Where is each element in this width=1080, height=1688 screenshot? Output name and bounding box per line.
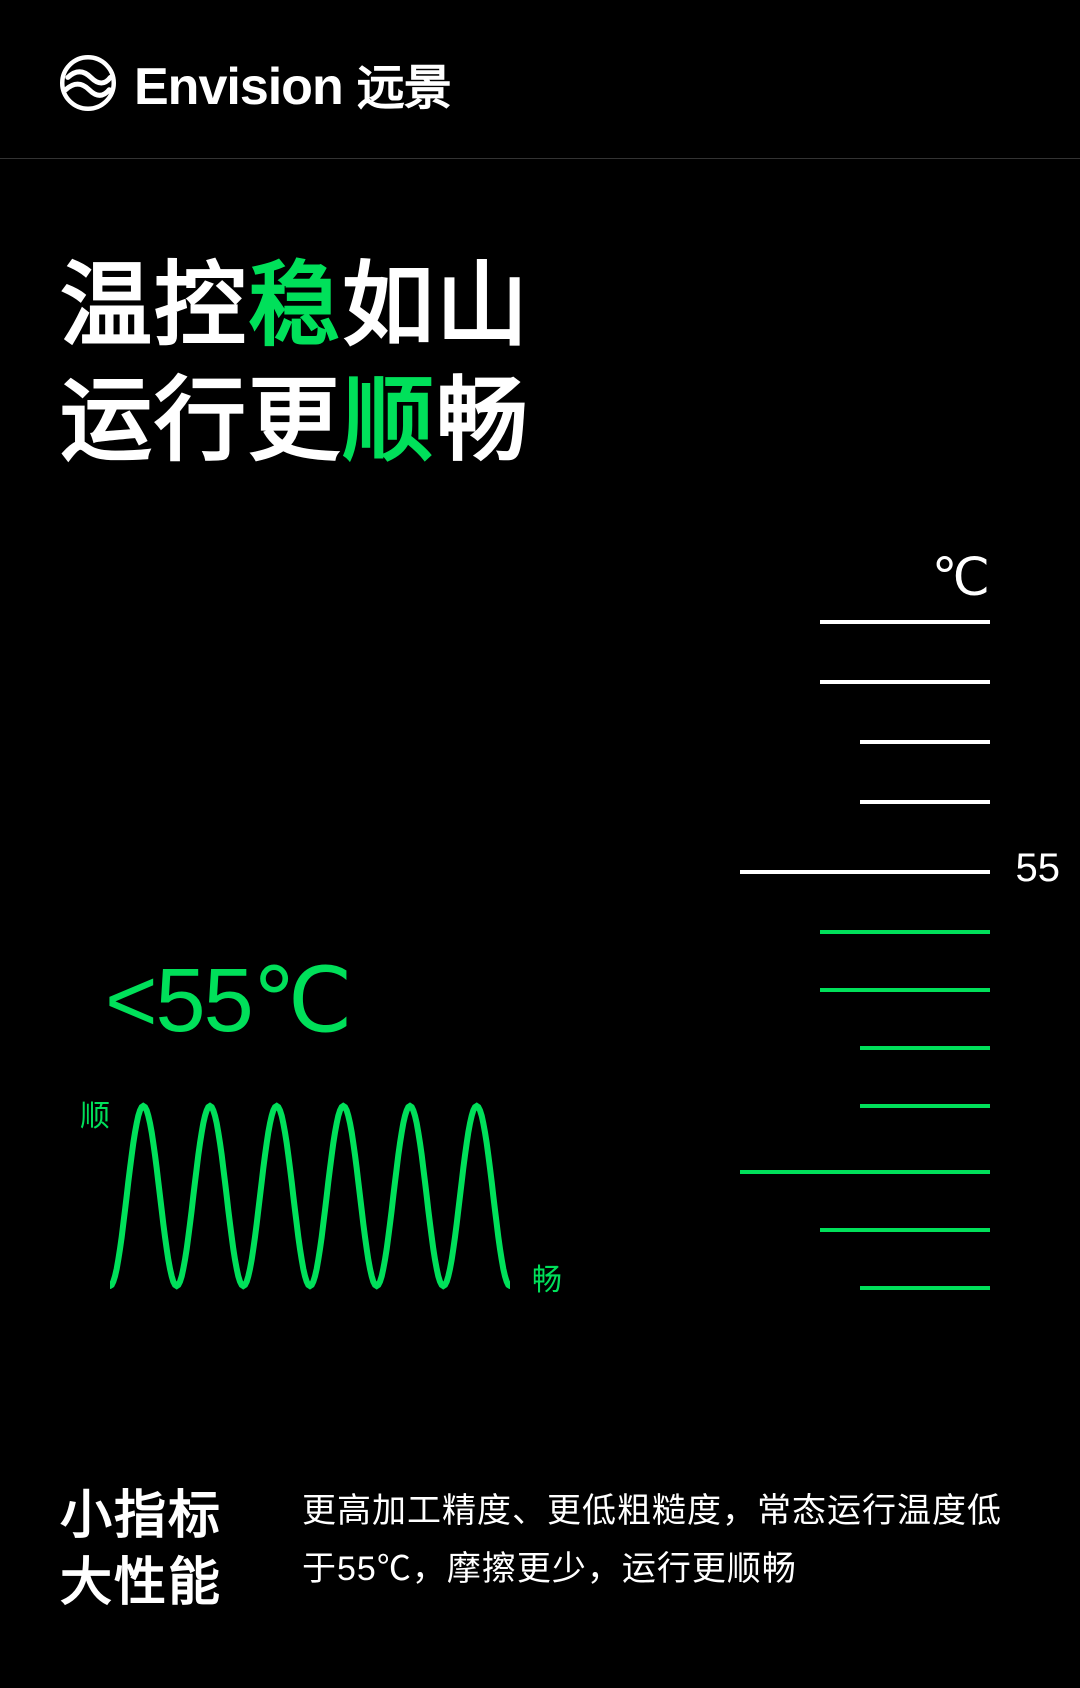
wave-label-right: 畅 xyxy=(532,1255,562,1299)
scale-unit: ℃ xyxy=(932,548,990,608)
headline-line-2: 运行更顺畅 xyxy=(60,364,1020,479)
big-temp-text: <55℃ xyxy=(105,951,351,1051)
header: Envision 远景 xyxy=(0,0,1080,159)
wave-label-left: 顺 xyxy=(80,1091,110,1135)
headline: 温控稳如山 运行更顺畅 xyxy=(0,159,1080,479)
logo-name-cn: 远景 xyxy=(357,48,451,118)
scale-tick xyxy=(740,1170,990,1174)
scale-tick xyxy=(740,870,990,874)
scale-tick xyxy=(860,1046,990,1050)
headline-1-accent: 稳 xyxy=(248,255,342,357)
logo-text: Envision 远景 xyxy=(134,48,451,118)
scale-tick xyxy=(820,930,990,934)
footer-left-line2: 大性能 xyxy=(60,1550,222,1618)
scale-tick xyxy=(860,740,990,744)
big-temp-label: <55℃ xyxy=(105,948,351,1053)
wave-graphic: 顺 畅 xyxy=(80,1095,520,1295)
headline-line-1: 温控稳如山 xyxy=(60,249,1020,364)
scale-tick xyxy=(860,1104,990,1108)
scale-tick xyxy=(820,680,990,684)
footer: 小指标 大性能 更高加工精度、更低粗糙度，常态运行温度低于55℃，摩擦更少，运行… xyxy=(0,1423,1080,1688)
headline-2-accent: 顺 xyxy=(342,370,436,472)
headline-1-pre: 温控 xyxy=(60,255,248,357)
headline-2-pre: 运行更 xyxy=(60,370,342,472)
footer-right: 更高加工精度、更低粗糙度，常态运行温度低于55℃，摩擦更少，运行更顺畅 xyxy=(302,1483,1020,1599)
headline-1-post: 如山 xyxy=(342,255,530,357)
wave-svg xyxy=(110,1101,510,1291)
scale-tick xyxy=(860,1286,990,1290)
footer-left: 小指标 大性能 xyxy=(60,1483,222,1618)
visual-area: ℃ 55 <55℃ 顺 畅 xyxy=(0,560,1080,1320)
scale-label-55: 55 xyxy=(1016,846,1061,891)
scale-tick xyxy=(820,988,990,992)
envision-logo-icon xyxy=(60,55,116,111)
scale-tick xyxy=(860,800,990,804)
scale-tick xyxy=(820,620,990,624)
scale-tick xyxy=(820,1228,990,1232)
logo-name-en: Envision xyxy=(134,57,343,117)
headline-2-post: 畅 xyxy=(436,370,530,472)
footer-left-line1: 小指标 xyxy=(60,1483,222,1551)
